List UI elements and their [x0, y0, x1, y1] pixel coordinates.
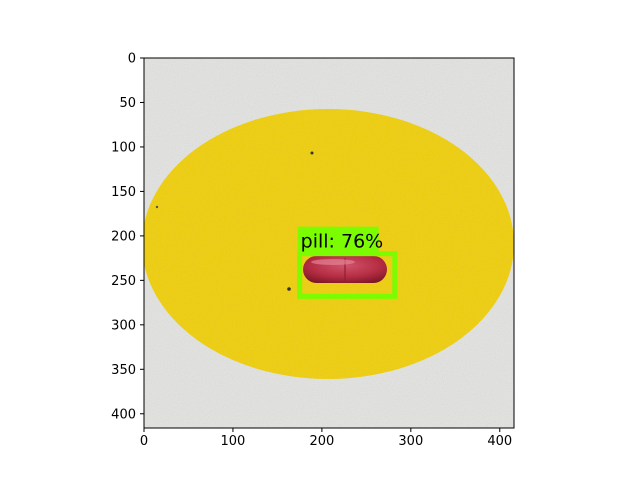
- y-axis: 0 50 100 150 200 250 300 350 400: [111, 52, 144, 422]
- photo: pill: 76%: [144, 58, 514, 428]
- y-tick-label: 150: [111, 185, 136, 200]
- detection-label-background: [297, 226, 379, 254]
- axes-frame: [143, 57, 515, 429]
- x-axis: 0 100 200 300 400: [140, 428, 512, 449]
- detection-label: pill: 76%: [301, 231, 384, 253]
- y-tick-label: 400: [111, 407, 136, 422]
- y-tick-label: 350: [111, 363, 136, 378]
- pill: [303, 256, 387, 283]
- y-tick-label: 250: [111, 274, 136, 289]
- x-tick-label: 400: [487, 434, 512, 449]
- y-tick-label: 200: [111, 229, 136, 244]
- y-tick-label: 0: [128, 52, 136, 67]
- x-tick-label: 100: [221, 434, 246, 449]
- speck: [155, 205, 159, 209]
- x-tick-label: 200: [309, 434, 334, 449]
- x-tick-label: 300: [398, 434, 423, 449]
- speck: [310, 151, 314, 155]
- x-tick-label: 0: [140, 434, 148, 449]
- y-tick-label: 300: [111, 318, 136, 333]
- y-tick-label: 100: [111, 140, 136, 155]
- y-tick-label: 50: [119, 96, 136, 111]
- speck: [287, 287, 291, 291]
